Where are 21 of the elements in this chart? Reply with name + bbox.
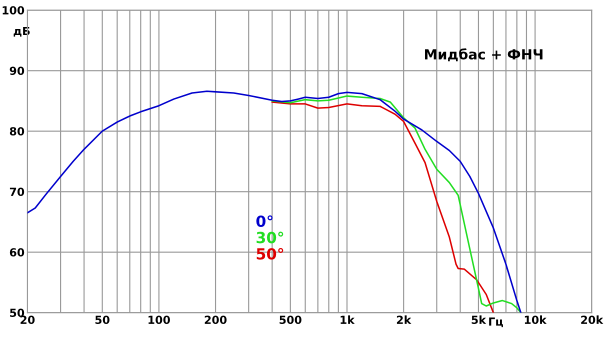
x-tick-label: 20k xyxy=(581,315,604,324)
text: 30° xyxy=(256,232,284,244)
y-tick-label: 80 xyxy=(10,127,24,136)
y-tick-label: 50 xyxy=(10,308,24,318)
text: 0° xyxy=(256,215,273,228)
x-tick-label: 5k xyxy=(472,315,486,324)
annotation: Мидбас + ФНЧ xyxy=(425,48,542,62)
x-axis-title: Гц xyxy=(489,318,503,328)
y-tick-label: 70 xyxy=(10,188,24,196)
x-tick-label: 1k xyxy=(340,315,355,324)
y-tick-label: 60 xyxy=(10,248,24,257)
x-tick-label: 20 xyxy=(20,316,35,324)
x-tick-label: 10k xyxy=(524,315,547,324)
x-tick-label: 50 xyxy=(95,316,110,324)
text: 50° xyxy=(256,248,284,260)
y-tick-label: 90 xyxy=(10,66,24,76)
x-tick-label: 100 xyxy=(148,316,170,324)
x-tick-label: 2k xyxy=(396,315,412,324)
y-tick-label: 100 xyxy=(2,6,24,15)
x-tick-label: 200 xyxy=(204,316,227,324)
x-tick-label: 500 xyxy=(280,316,302,324)
